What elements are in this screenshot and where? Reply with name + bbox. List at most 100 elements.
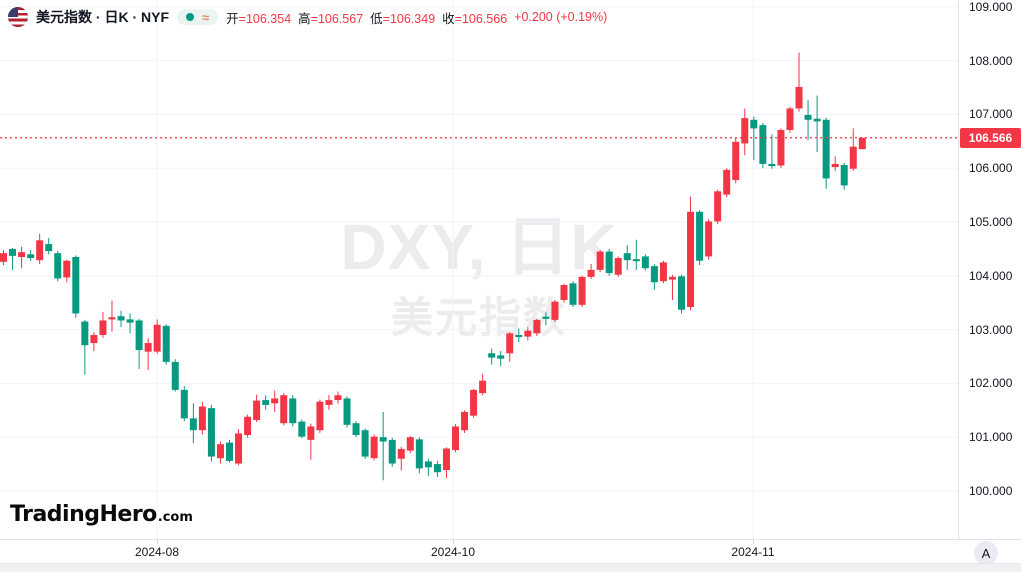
candle-36 [325,395,333,410]
candle-93 [840,162,848,190]
candle-57 [515,328,523,342]
time-tick-mark [753,540,754,544]
chart-plot-area[interactable]: DXY, 日K 美元指数 [0,0,958,539]
candle-9 [81,319,89,375]
candle-18 [162,324,170,365]
candle-43 [388,437,396,467]
candle-51 [461,410,469,433]
candle-77 [696,210,704,266]
candle-84 [759,123,767,169]
candle-22 [198,401,206,435]
candle-29 [262,395,270,410]
candle-4 [36,233,44,264]
candle-48 [433,460,441,478]
candle-95 [858,137,866,150]
candle-45 [406,436,414,454]
candle-25 [226,439,233,463]
candle-47 [424,458,432,476]
candle-33 [298,419,306,439]
high-label: 高 [298,11,311,26]
price-tick-label: 106.000 [969,161,1013,176]
adjust-mode-button[interactable]: A [974,541,998,565]
candle-53 [479,373,487,396]
candle-30 [271,390,279,412]
candle-37 [334,391,342,404]
candle-87 [786,106,794,133]
candle-70 [632,239,640,270]
candle-5 [45,238,53,255]
candle-31 [280,393,288,426]
candle-42 [379,411,387,481]
candle-2 [18,246,26,269]
candle-15 [135,318,143,369]
candle-73 [659,260,667,284]
candle-39 [352,421,360,438]
candle-7 [63,259,71,283]
candle-61 [551,300,559,323]
open-value: =106.354 [238,11,292,26]
price-tick-label: 103.000 [969,322,1013,337]
candle-89 [804,99,812,141]
open-label: 开 [226,11,239,26]
candle-72 [650,263,658,290]
candle-59 [533,318,541,337]
candle-20 [180,386,188,422]
time-tick-label: 2024-11 [731,545,775,559]
legend: 美元指数 · 日K · NYF ≈ 开=106.354 高=106.567 低=… [8,6,607,28]
candle-71 [641,254,649,271]
candle-58 [524,326,532,341]
candle-85 [768,134,776,169]
candle-78 [705,219,713,260]
price-tick-label: 108.000 [969,53,1013,68]
candle-64 [578,275,586,308]
time-tick-mark [157,540,158,544]
candle-50 [452,424,459,453]
candle-13 [117,310,125,327]
low-label: 低 [370,11,383,26]
candle-86 [777,128,785,169]
candle-65 [587,263,595,280]
time-axis[interactable]: A 2024-08 2024-10 2024-11 [0,539,1021,565]
candle-67 [605,248,613,276]
time-tick-label: 2024-08 [134,545,180,559]
close-value: =106.566 [454,11,508,26]
candle-60 [542,312,550,326]
candle-74 [668,274,676,301]
candle-10 [90,332,98,352]
candle-49 [442,447,450,479]
price-axis[interactable]: 106.566 109.000 108.000 107.000 106.000 105.… [958,0,1021,539]
price-tick-label: 102.000 [969,376,1013,391]
ohlc-readout: 开=106.354 高=106.567 低=106.349 收=106.566 … [226,8,607,27]
last-price-badge: 106.566 [960,127,1021,148]
price-tick-label: 109.000 [969,0,1013,14]
candle-90 [813,95,821,153]
candle-81 [732,138,740,184]
candle-8 [72,255,80,318]
candlestick-canvas[interactable] [0,0,958,539]
candle-62 [560,283,568,303]
candle-75 [678,274,685,314]
change-readout: +0.200 (+0.19%) [514,10,608,24]
candle-32 [289,395,297,427]
symbol-title[interactable]: 美元指数 · 日K · NYF [36,9,169,25]
price-tick-label: 100.000 [969,484,1013,498]
candle-44 [397,446,405,471]
candle-91 [822,117,830,189]
candle-11 [99,311,107,338]
high-value: =106.567 [310,11,364,26]
market-status-badge[interactable]: ≈ [177,9,219,25]
candle-21 [189,403,197,444]
candle-76 [687,196,695,311]
status-dot-icon [186,13,194,21]
candle-54 [488,348,496,365]
logo-suffix: .com [157,510,193,525]
candle-69 [623,245,631,270]
candle-26 [235,429,243,466]
price-tick-label: 101.000 [969,430,1013,445]
candle-80 [723,168,731,198]
tradinghero-logo: TradingHero .com [10,502,193,527]
candle-34 [307,423,315,460]
low-value: =106.349 [382,11,436,26]
candle-23 [207,404,215,462]
price-tick-label: 104.000 [969,268,1013,283]
